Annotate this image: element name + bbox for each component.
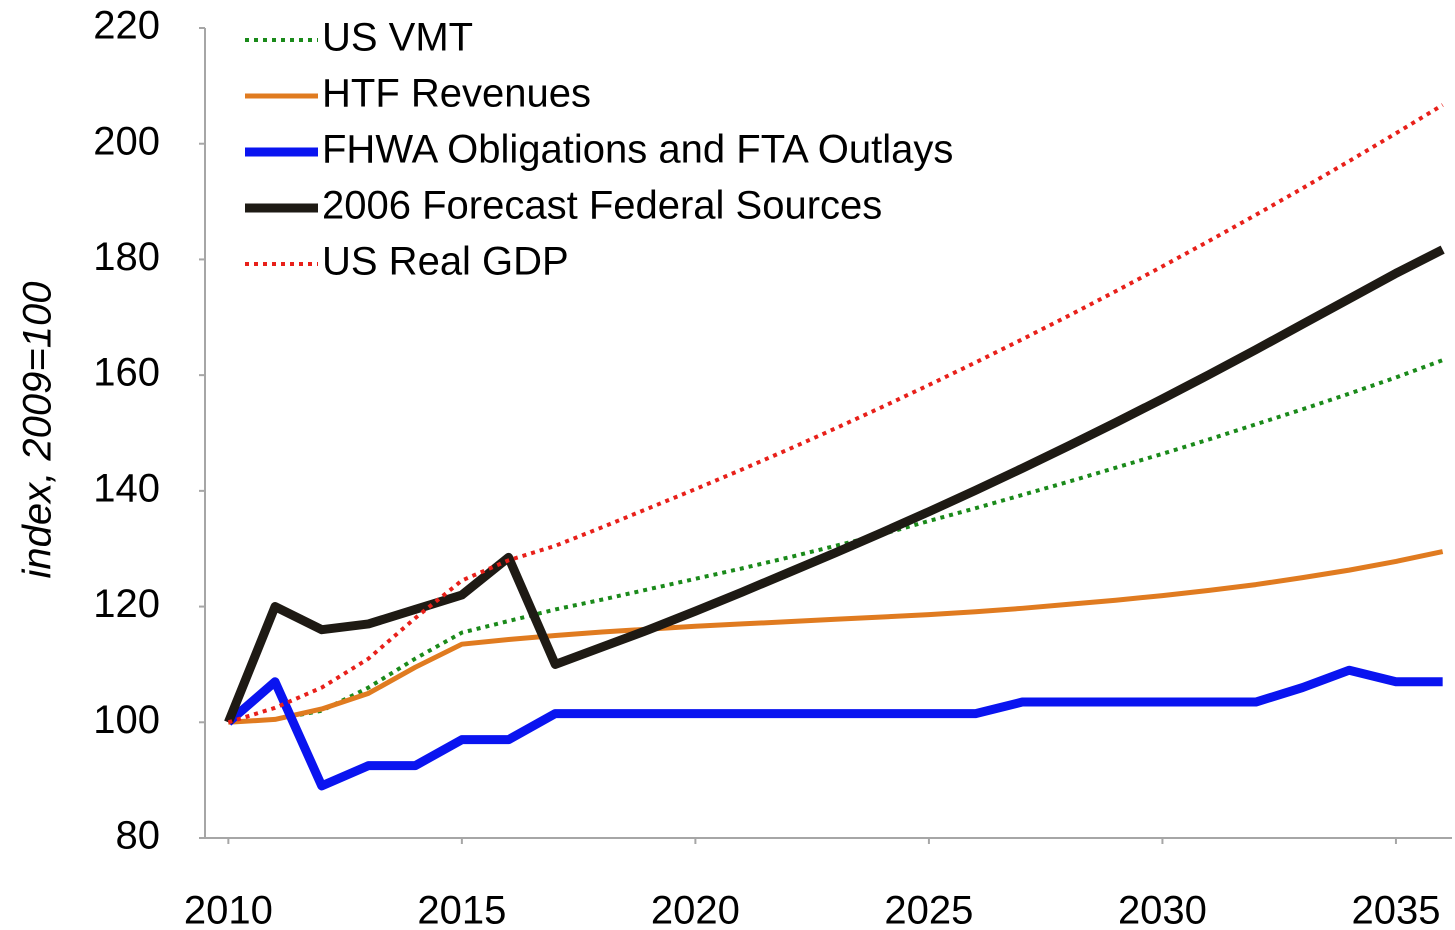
y-tick-label: 120: [93, 582, 160, 626]
y-axis-label: index, 2009=100: [16, 282, 60, 579]
series-line: [225, 665, 1443, 791]
legend-label: FHWA Obligations and FTA Outlays: [322, 128, 953, 172]
y-tick-label: 200: [93, 119, 160, 163]
series-line: [228, 549, 1444, 725]
y-tick-label: 180: [93, 235, 160, 279]
legend-label: HTF Revenues: [322, 72, 591, 116]
y-tick-label: 100: [93, 698, 160, 742]
legend-label: US Real GDP: [322, 240, 569, 284]
x-tick-label: 2010: [184, 889, 273, 930]
y-tick-label: 140: [93, 466, 160, 510]
x-tick-label: 2015: [417, 889, 506, 930]
x-tick-label: 2030: [1118, 889, 1207, 930]
x-tick-label: 2035: [1351, 889, 1440, 930]
series-line: [228, 358, 1444, 725]
y-tick-label: 160: [93, 351, 160, 395]
series-line: [227, 103, 1444, 725]
y-tick-label: 80: [116, 814, 161, 858]
series-line: [224, 245, 1445, 724]
legend-label: US VMT: [322, 16, 473, 60]
legend-label: 2006 Forecast Federal Sources: [322, 184, 882, 228]
y-tick-label: 220: [93, 4, 160, 48]
x-tick-label: 2025: [884, 889, 973, 930]
x-tick-label: 2020: [651, 889, 740, 930]
